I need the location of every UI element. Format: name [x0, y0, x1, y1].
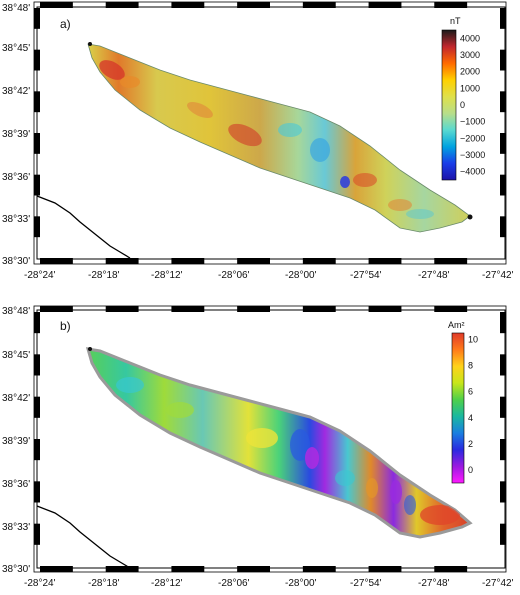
x-tick-label: -28°24' [24, 578, 56, 589]
panel-b-colorbar: Am² 10 8 6 4 2 0 [448, 320, 478, 484]
y-tick-label: 38°45' [2, 43, 30, 54]
y-tick-label: 38°30' [2, 564, 30, 575]
y-tick-label: 38°33' [2, 522, 30, 533]
y-tick-label: 38°48' [2, 306, 30, 317]
colorbar-tick-label: 2000 [460, 67, 480, 77]
y-tick-label: 38°33' [2, 214, 30, 225]
x-tick-label: -27°54' [350, 270, 382, 281]
panel-a-y-axis: 38°48' 38°45' 38°42' 38°39' 38°36' 38°33… [2, 3, 30, 267]
panel-b-island [85, 347, 473, 539]
panel-b-y-axis: 38°48' 38°45' 38°42' 38°39' 38°36' 38°33… [2, 306, 30, 575]
colorbar-tick-label: 10 [468, 335, 478, 345]
colorbar-tick-label: 6 [468, 387, 473, 397]
colorbar-tick-label: 0 [468, 465, 473, 475]
y-tick-label: 38°48' [2, 3, 30, 14]
x-tick-label: -27°42' [482, 270, 514, 281]
x-tick-label: -28°18' [88, 270, 120, 281]
x-tick-label: -27°42' [482, 578, 514, 589]
colorbar-tick-label: 2 [468, 439, 473, 449]
panel-b-coastline [36, 505, 131, 569]
colorbar-tick-label: −4000 [460, 167, 485, 177]
panel-a-island [87, 42, 473, 233]
y-tick-label: 38°30' [2, 256, 30, 267]
colorbar-tick-label: 8 [468, 361, 473, 371]
panel-a-border-ticks [33, 1, 507, 265]
x-tick-label: -28°12' [151, 578, 183, 589]
x-tick-label: -28°00' [285, 578, 317, 589]
y-tick-label: 38°36' [2, 479, 30, 490]
colorbar-tick-label: −1000 [460, 117, 485, 127]
panel-b-border-ticks [33, 305, 507, 573]
x-tick-label: -28°18' [88, 578, 120, 589]
panel-b: b) 38°48' 38°45' 38°42' 38°39' [2, 305, 514, 589]
x-tick-label: -28°12' [151, 270, 183, 281]
panel-a-colorbar: nT 4000 3000 2000 1000 0 −1000 −2000 −3000 −4000 [441, 16, 485, 181]
x-tick-label: -27°54' [350, 578, 382, 589]
x-tick-label: -27°48' [418, 270, 450, 281]
colorbar-unit: Am² [448, 320, 465, 330]
panel-a-label: a) [60, 17, 71, 31]
x-tick-label: -28°00' [285, 270, 317, 281]
y-tick-label: 38°39' [2, 436, 30, 447]
y-tick-label: 38°42' [2, 393, 30, 404]
panel-b-x-axis: -28°24' -28°18' -28°12' -28°06' -28°00' … [24, 578, 514, 589]
colorbar-tick-label: 4 [468, 413, 473, 423]
x-tick-label: -28°06' [218, 270, 250, 281]
x-tick-label: -28°24' [24, 270, 56, 281]
colorbar-tick-label: 1000 [460, 83, 480, 93]
x-tick-label: -27°48' [418, 578, 450, 589]
panel-a-x-axis: -28°24' -28°18' -28°12' -28°06' -28°00' … [24, 270, 514, 281]
colorbar-ramp [451, 332, 465, 484]
colorbar-tick-label: 0 [460, 100, 465, 110]
colorbar-tick-label: 3000 [460, 50, 480, 60]
panel-a: a) 38°48' 38°45' 38 [2, 1, 514, 281]
y-tick-label: 38°39' [2, 129, 30, 140]
panel-a-coastline [36, 195, 131, 259]
x-tick-label: -28°06' [218, 578, 250, 589]
y-tick-label: 38°45' [2, 350, 30, 361]
y-tick-label: 38°42' [2, 86, 30, 97]
colorbar-tick-label: 4000 [460, 33, 480, 43]
y-tick-label: 38°36' [2, 172, 30, 183]
colorbar-tick-label: −3000 [460, 150, 485, 160]
colorbar-unit: nT [450, 16, 461, 26]
colorbar-tick-label: −2000 [460, 133, 485, 143]
colorbar-ramp [441, 29, 457, 181]
panel-b-label: b) [60, 319, 71, 333]
